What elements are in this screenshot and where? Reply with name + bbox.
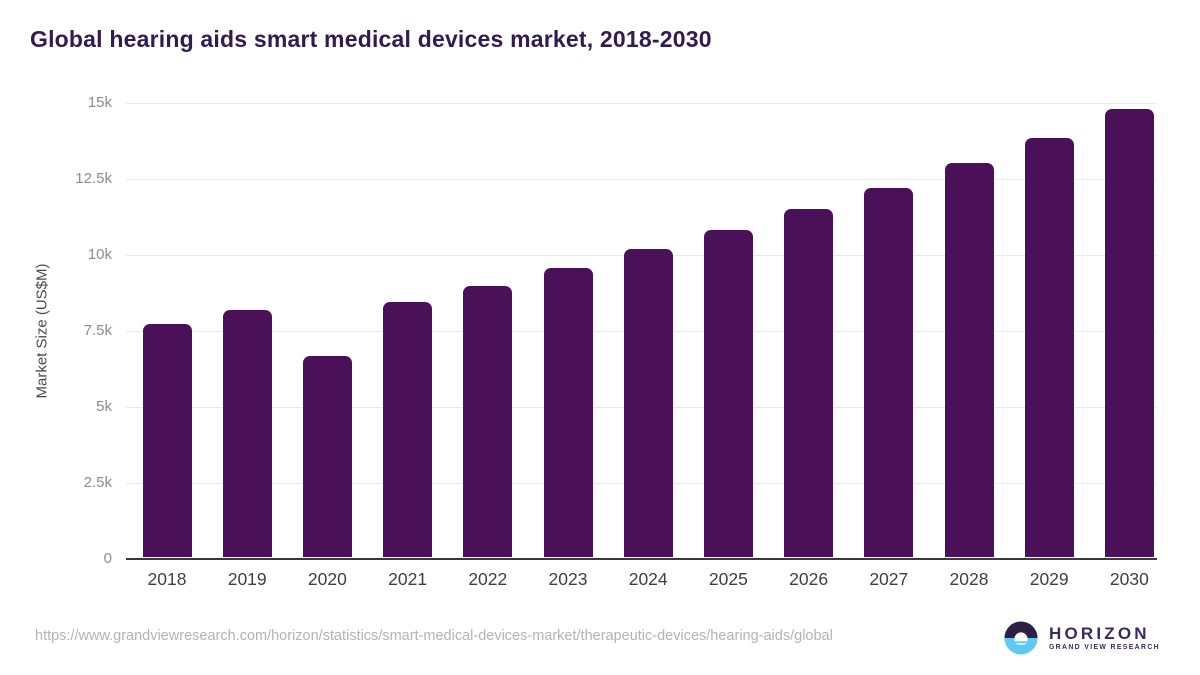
- bar-2022[interactable]: [463, 285, 513, 557]
- x-tick-label-2026: 2026: [789, 569, 829, 589]
- x-tick-label-2020: 2020: [307, 569, 347, 589]
- x-tick-label-2028: 2028: [949, 569, 989, 589]
- x-tick-label-2025: 2025: [708, 569, 748, 589]
- y-tick-label-10k: 10k: [87, 246, 112, 263]
- x-tick-label-2029: 2029: [1029, 569, 1069, 589]
- x-tick-label-2018: 2018: [147, 569, 187, 589]
- source-url: https://www.grandviewresearch.com/horizo…: [35, 628, 833, 644]
- bar-2023[interactable]: [543, 267, 593, 557]
- y-tick-label-0: 0: [103, 550, 112, 567]
- x-tick-label-2030: 2030: [1109, 569, 1149, 589]
- logo-text-block: HORIZON GRAND VIEW RESEARCH: [1049, 624, 1160, 652]
- bar-2028[interactable]: [944, 163, 994, 557]
- bar-2020[interactable]: [302, 356, 352, 557]
- y-tick-label-12.5k: 12.5k: [75, 170, 112, 187]
- logo-subbrand: GRAND VIEW RESEARCH: [1048, 644, 1160, 651]
- y-tick-label-15k: 15k: [87, 94, 112, 111]
- y-tick-label-7.5k: 7.5k: [83, 322, 112, 339]
- chart-title: Global hearing aids smart medical device…: [30, 26, 712, 52]
- x-axis-line: [126, 558, 1157, 560]
- plot-area: 2018 2019 2020 2021 2022 2023 2024 2025 2026 2027…: [126, 102, 1157, 589]
- bar-2026[interactable]: [784, 208, 834, 557]
- x-tick-label-2019: 2019: [227, 569, 267, 589]
- sun-icon: [1014, 632, 1028, 646]
- bar-2018[interactable]: [142, 324, 192, 557]
- bar-2019[interactable]: [222, 310, 272, 557]
- logo-brand: HORIZON: [1048, 624, 1150, 643]
- bar-2021[interactable]: [383, 301, 433, 557]
- y-tick-label-2.5k: 2.5k: [83, 474, 112, 491]
- bar-2024[interactable]: [623, 248, 673, 557]
- gridline: [126, 178, 1157, 180]
- horizon-logo-icon: [1004, 621, 1038, 655]
- bar-2029[interactable]: [1024, 137, 1074, 557]
- horizon-logo: HORIZON GRAND VIEW RESEARCH: [1002, 619, 1160, 657]
- bar-2030[interactable]: [1104, 109, 1154, 557]
- y-axis: 0 2.5k 5k 7.5k 10k 12.5k 15k: [0, 0, 112, 620]
- x-tick-label-2027: 2027: [869, 569, 909, 589]
- gridline: [126, 102, 1157, 104]
- x-tick-label-2021: 2021: [388, 569, 428, 589]
- bar-2027[interactable]: [864, 187, 914, 557]
- x-tick-label-2024: 2024: [628, 569, 668, 589]
- bar-2025[interactable]: [703, 229, 753, 557]
- x-tick-label-2022: 2022: [468, 569, 508, 589]
- x-tick-label-2023: 2023: [548, 569, 588, 589]
- y-tick-label-5k: 5k: [96, 398, 112, 415]
